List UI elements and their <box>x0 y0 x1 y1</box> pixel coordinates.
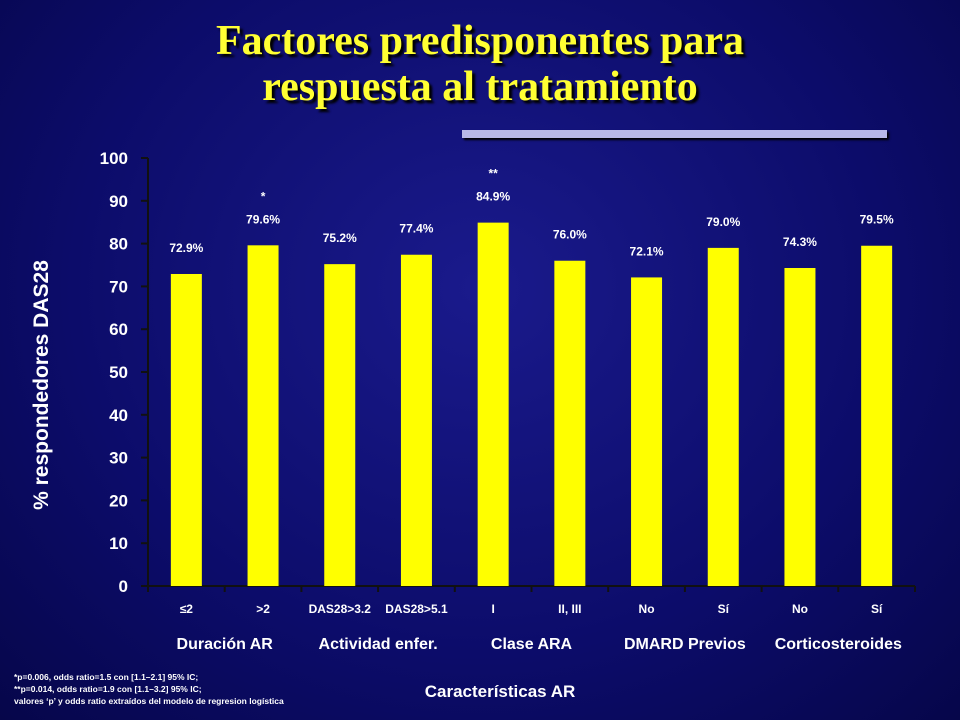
x-category-label: Sí <box>718 602 730 616</box>
y-tick-label: 80 <box>109 235 128 254</box>
bar-value-label: 84.9% <box>476 190 510 204</box>
y-tick-label: 60 <box>109 320 128 339</box>
x-category-label: ≤2 <box>180 602 194 616</box>
y-tick-label: 100 <box>100 149 128 168</box>
bar <box>247 245 279 586</box>
category-group-label: Clase ARA <box>490 636 573 653</box>
bar-value-label: 79.5% <box>860 213 894 227</box>
bar <box>554 260 586 586</box>
y-tick-label: 50 <box>109 363 128 382</box>
bar-value-label: 75.2% <box>323 231 357 245</box>
bar <box>324 264 356 586</box>
x-axis-label: Características AR <box>424 682 576 701</box>
bar <box>707 247 739 586</box>
footnote-3: valores ‘p’ y odds ratio extraídos del m… <box>14 696 284 706</box>
y-tick-label: 90 <box>109 192 128 211</box>
y-tick-label: 40 <box>109 406 128 425</box>
bar <box>170 273 202 586</box>
chart-title-line-2: respuesta al tratamiento <box>262 64 698 110</box>
bar-value-label: 76.0% <box>553 228 587 242</box>
footnote-1: *p=0.006, odds ratio=1.5 con [1.1–2.1] 9… <box>14 672 199 682</box>
y-tick-label: 0 <box>119 577 128 596</box>
title-underline <box>462 130 887 138</box>
significance-marker: * <box>261 189 266 203</box>
y-tick-label: 20 <box>109 491 128 510</box>
chart-title: Factores predisponentes para respuesta a… <box>0 18 960 110</box>
bar-value-label: 74.3% <box>783 235 817 249</box>
bar-value-label: 79.6% <box>246 212 280 226</box>
bar-value-label: 77.4% <box>399 222 433 236</box>
x-category-label: DAS28>5.1 <box>385 602 448 616</box>
category-group-label: DMARD Previos <box>623 636 746 653</box>
x-category-label: DAS28>3.2 <box>309 602 372 616</box>
x-category-label: I <box>491 602 494 616</box>
category-group-label: Duración AR <box>176 636 273 653</box>
bar <box>861 245 893 587</box>
chart-title-line-1: Factores predisponentes para <box>215 18 745 64</box>
footnote-2: **p=0.014, odds ratio=1.9 con [1.1–3.2] … <box>14 684 202 694</box>
bar-value-label: 79.0% <box>706 215 740 229</box>
y-tick-label: 10 <box>109 534 128 553</box>
bar <box>631 277 663 586</box>
y-tick-label: 70 <box>109 277 128 296</box>
y-tick-label: 30 <box>109 449 128 468</box>
category-group-label: Actividad enfer. <box>318 636 438 653</box>
significance-marker: ** <box>488 167 498 181</box>
bar <box>400 254 432 586</box>
bar-value-label: 72.9% <box>169 241 203 255</box>
x-category-label: No <box>792 602 808 616</box>
bar <box>784 267 816 586</box>
bar-value-label: 72.1% <box>630 244 664 258</box>
x-category-label: II, III <box>558 602 581 616</box>
category-group-label: Corticosteroides <box>774 636 902 653</box>
x-category-label: >2 <box>256 602 270 616</box>
bar <box>477 222 509 587</box>
x-category-label: Sí <box>871 602 883 616</box>
x-category-label: No <box>639 602 655 616</box>
footnotes: *p=0.006, odds ratio=1.5 con [1.1–2.1] 9… <box>14 671 384 707</box>
